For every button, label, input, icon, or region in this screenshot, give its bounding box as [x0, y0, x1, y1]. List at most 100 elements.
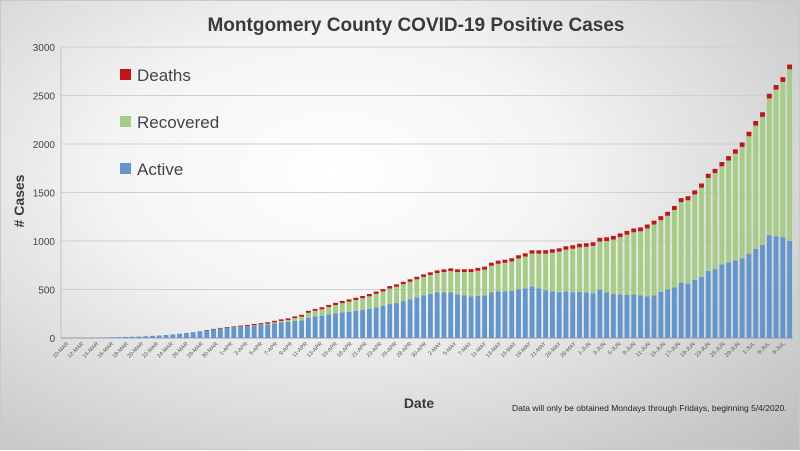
bar-deaths [563, 246, 569, 250]
bar-recovered [705, 177, 711, 272]
bar-deaths [773, 85, 779, 90]
bar-deaths [760, 112, 765, 117]
bar-deaths [495, 260, 501, 264]
bar-recovered [305, 312, 311, 318]
bar-active [143, 336, 149, 338]
bar-active [75, 337, 81, 339]
bar-recovered [373, 293, 379, 308]
bar-active [597, 289, 603, 338]
bar-deaths [746, 131, 752, 137]
bar-deaths [543, 250, 549, 254]
bar-deaths [597, 237, 603, 242]
bar-recovered [394, 286, 399, 304]
bar-deaths [292, 316, 298, 319]
bar-active [563, 291, 569, 338]
bar-active [665, 289, 671, 338]
bar-active [468, 296, 474, 338]
bar-active [82, 337, 88, 339]
bar-deaths [482, 266, 488, 270]
bar-active [577, 291, 582, 338]
bar-recovered [414, 279, 420, 298]
bar-active [204, 330, 210, 338]
bar-deaths [326, 304, 332, 307]
y-tick-label: 3000 [33, 43, 56, 54]
bar-recovered [434, 273, 440, 293]
bar-deaths [739, 142, 745, 147]
bar-recovered [353, 299, 359, 311]
bar-deaths [577, 243, 582, 248]
bar-deaths [502, 259, 508, 263]
bar-active [638, 295, 643, 338]
bar-recovered [787, 69, 793, 241]
bar-deaths [726, 156, 732, 161]
bar-deaths [678, 198, 684, 203]
legend-swatch-active [120, 163, 131, 174]
bar-deaths [644, 224, 650, 229]
bar-deaths [285, 318, 291, 321]
bar-active [556, 292, 562, 338]
bar-active [624, 294, 630, 338]
bar-active [387, 304, 393, 338]
bar-deaths [780, 77, 786, 82]
bar-deaths [787, 64, 793, 70]
bar-deaths [251, 323, 257, 326]
bar-deaths [373, 291, 379, 294]
bar-active [787, 241, 793, 338]
bar-deaths [509, 258, 515, 262]
bar-recovered [651, 224, 657, 296]
bar-deaths [583, 243, 589, 247]
bar-deaths [238, 325, 244, 327]
bar-deaths [299, 314, 305, 317]
x-tick-label: 5-MAY [442, 341, 458, 357]
bar-active [238, 326, 244, 338]
gridlines [61, 46, 793, 290]
y-tick-label: 500 [38, 286, 55, 297]
bar-active [285, 322, 291, 338]
bar-recovered [543, 253, 549, 291]
bar-active [773, 236, 779, 338]
bar-active [766, 235, 772, 338]
bar-active [522, 288, 528, 338]
bar-recovered [644, 228, 650, 297]
bar-active [394, 303, 399, 338]
bar-recovered [258, 324, 264, 325]
bar-recovered [760, 116, 765, 245]
bar-deaths [712, 168, 718, 174]
bar-recovered [461, 272, 467, 296]
bar-active [414, 297, 420, 338]
bar-recovered [556, 251, 562, 293]
bar-active [583, 292, 589, 338]
bar-deaths [766, 93, 772, 99]
x-tick-label: 7-APR [264, 341, 280, 357]
bar-active [326, 314, 332, 338]
x-tick-label: 30-MAR [201, 341, 220, 360]
bar-active [346, 311, 352, 338]
bar-deaths [400, 281, 406, 285]
bar-deaths [434, 270, 440, 274]
bar-recovered [292, 318, 298, 322]
y-tick-label: 1000 [33, 237, 56, 248]
bar-active [726, 262, 732, 338]
bar-recovered [617, 237, 623, 295]
bar-deaths [258, 323, 264, 325]
bar-deaths [244, 324, 250, 326]
bar-active [536, 288, 542, 338]
bar-deaths [346, 299, 352, 302]
bar-active [292, 321, 298, 338]
bar-active [224, 327, 230, 338]
bar-active [705, 271, 711, 338]
x-tick-label: 28-MAY [560, 341, 578, 359]
x-tick-label: 23-JUN [694, 341, 711, 358]
bar-recovered [333, 305, 338, 314]
bar-active [163, 334, 169, 338]
y-axis-title: # Cases [11, 174, 27, 227]
bar-active [258, 324, 264, 338]
bar-deaths [211, 328, 216, 330]
x-tick-label: 1-JUL [742, 341, 757, 356]
bar-deaths [651, 220, 657, 225]
bar-active [360, 309, 366, 338]
bar-deaths [570, 245, 576, 249]
bar-recovered [766, 98, 772, 236]
bar-active [488, 292, 494, 338]
